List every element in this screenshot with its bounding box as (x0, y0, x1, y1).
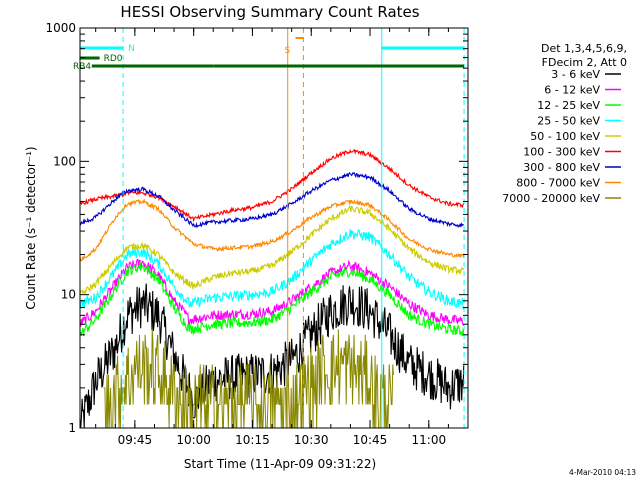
legend-entry-label-1: 6 - 12 keV (544, 84, 600, 97)
plot-frame (79, 27, 469, 429)
render-timestamp: 4-Mar-2010 04:13 (569, 468, 636, 477)
y-tick-label-1: 10 (61, 288, 76, 302)
legend: Det 1,3,4,5,6,9,FDecim 2, Att 03 - 6 keV… (502, 42, 627, 205)
flag-label-rb4: RB4 (73, 62, 91, 72)
y-tick-label-0: 1 (68, 421, 76, 435)
series-line-3 (80, 228, 465, 311)
series-group (80, 149, 465, 428)
legend-entry-label-3: 25 - 50 keV (537, 115, 600, 128)
series-line-8 (103, 329, 394, 428)
x-tick-label-4: 10:45 (353, 433, 388, 447)
series-line-2 (80, 262, 465, 337)
legend-entry-label-7: 800 - 7000 keV (516, 177, 600, 190)
legend-entry-label-5: 100 - 300 keV (523, 146, 600, 159)
x-tick-label-3: 10:30 (294, 433, 329, 447)
legend-header-1: FDecim 2, Att 0 (542, 56, 627, 69)
series-line-6 (80, 171, 464, 229)
flag-label-rd0: RD0 (104, 54, 123, 64)
series-line-7 (80, 198, 465, 262)
x-tick-label-5: 11:00 (412, 433, 447, 447)
chart-title: HESSI Observing Summary Count Rates (120, 3, 419, 21)
legend-entry-label-2: 12 - 25 keV (537, 99, 600, 112)
flag-label-n: N (128, 44, 135, 54)
y-axis-title: Count Rate (s⁻¹ detector⁻¹) (24, 146, 38, 309)
legend-entry-label-4: 50 - 100 keV (530, 130, 600, 143)
legend-entry-label-0: 3 - 6 keV (551, 68, 600, 81)
x-tick-label-0: 09:45 (118, 433, 153, 447)
series-line-5 (80, 149, 465, 223)
y-tick-label-2: 100 (53, 154, 76, 168)
x-tick-label-1: 10:00 (176, 433, 211, 447)
y-tick-label-3: 1000 (45, 21, 76, 35)
legend-entry-label-6: 300 - 800 keV (523, 161, 600, 174)
axes: 09:45 10:00 10:15 10:30 10:45 11:00 1 10 100 1000 (45, 21, 469, 447)
legend-header-0: Det 1,3,4,5,6,9, (541, 42, 627, 55)
flag-label-s: S (285, 46, 291, 56)
legend-entry-label-8: 7000 - 20000 keV (502, 192, 600, 205)
plot-area: N RD0 RB4 S (73, 28, 465, 428)
series-line-4 (80, 205, 465, 296)
x-tick-label-2: 10:15 (235, 433, 270, 447)
x-axis-title: Start Time (11-Apr-09 09:31:22) (184, 457, 376, 471)
